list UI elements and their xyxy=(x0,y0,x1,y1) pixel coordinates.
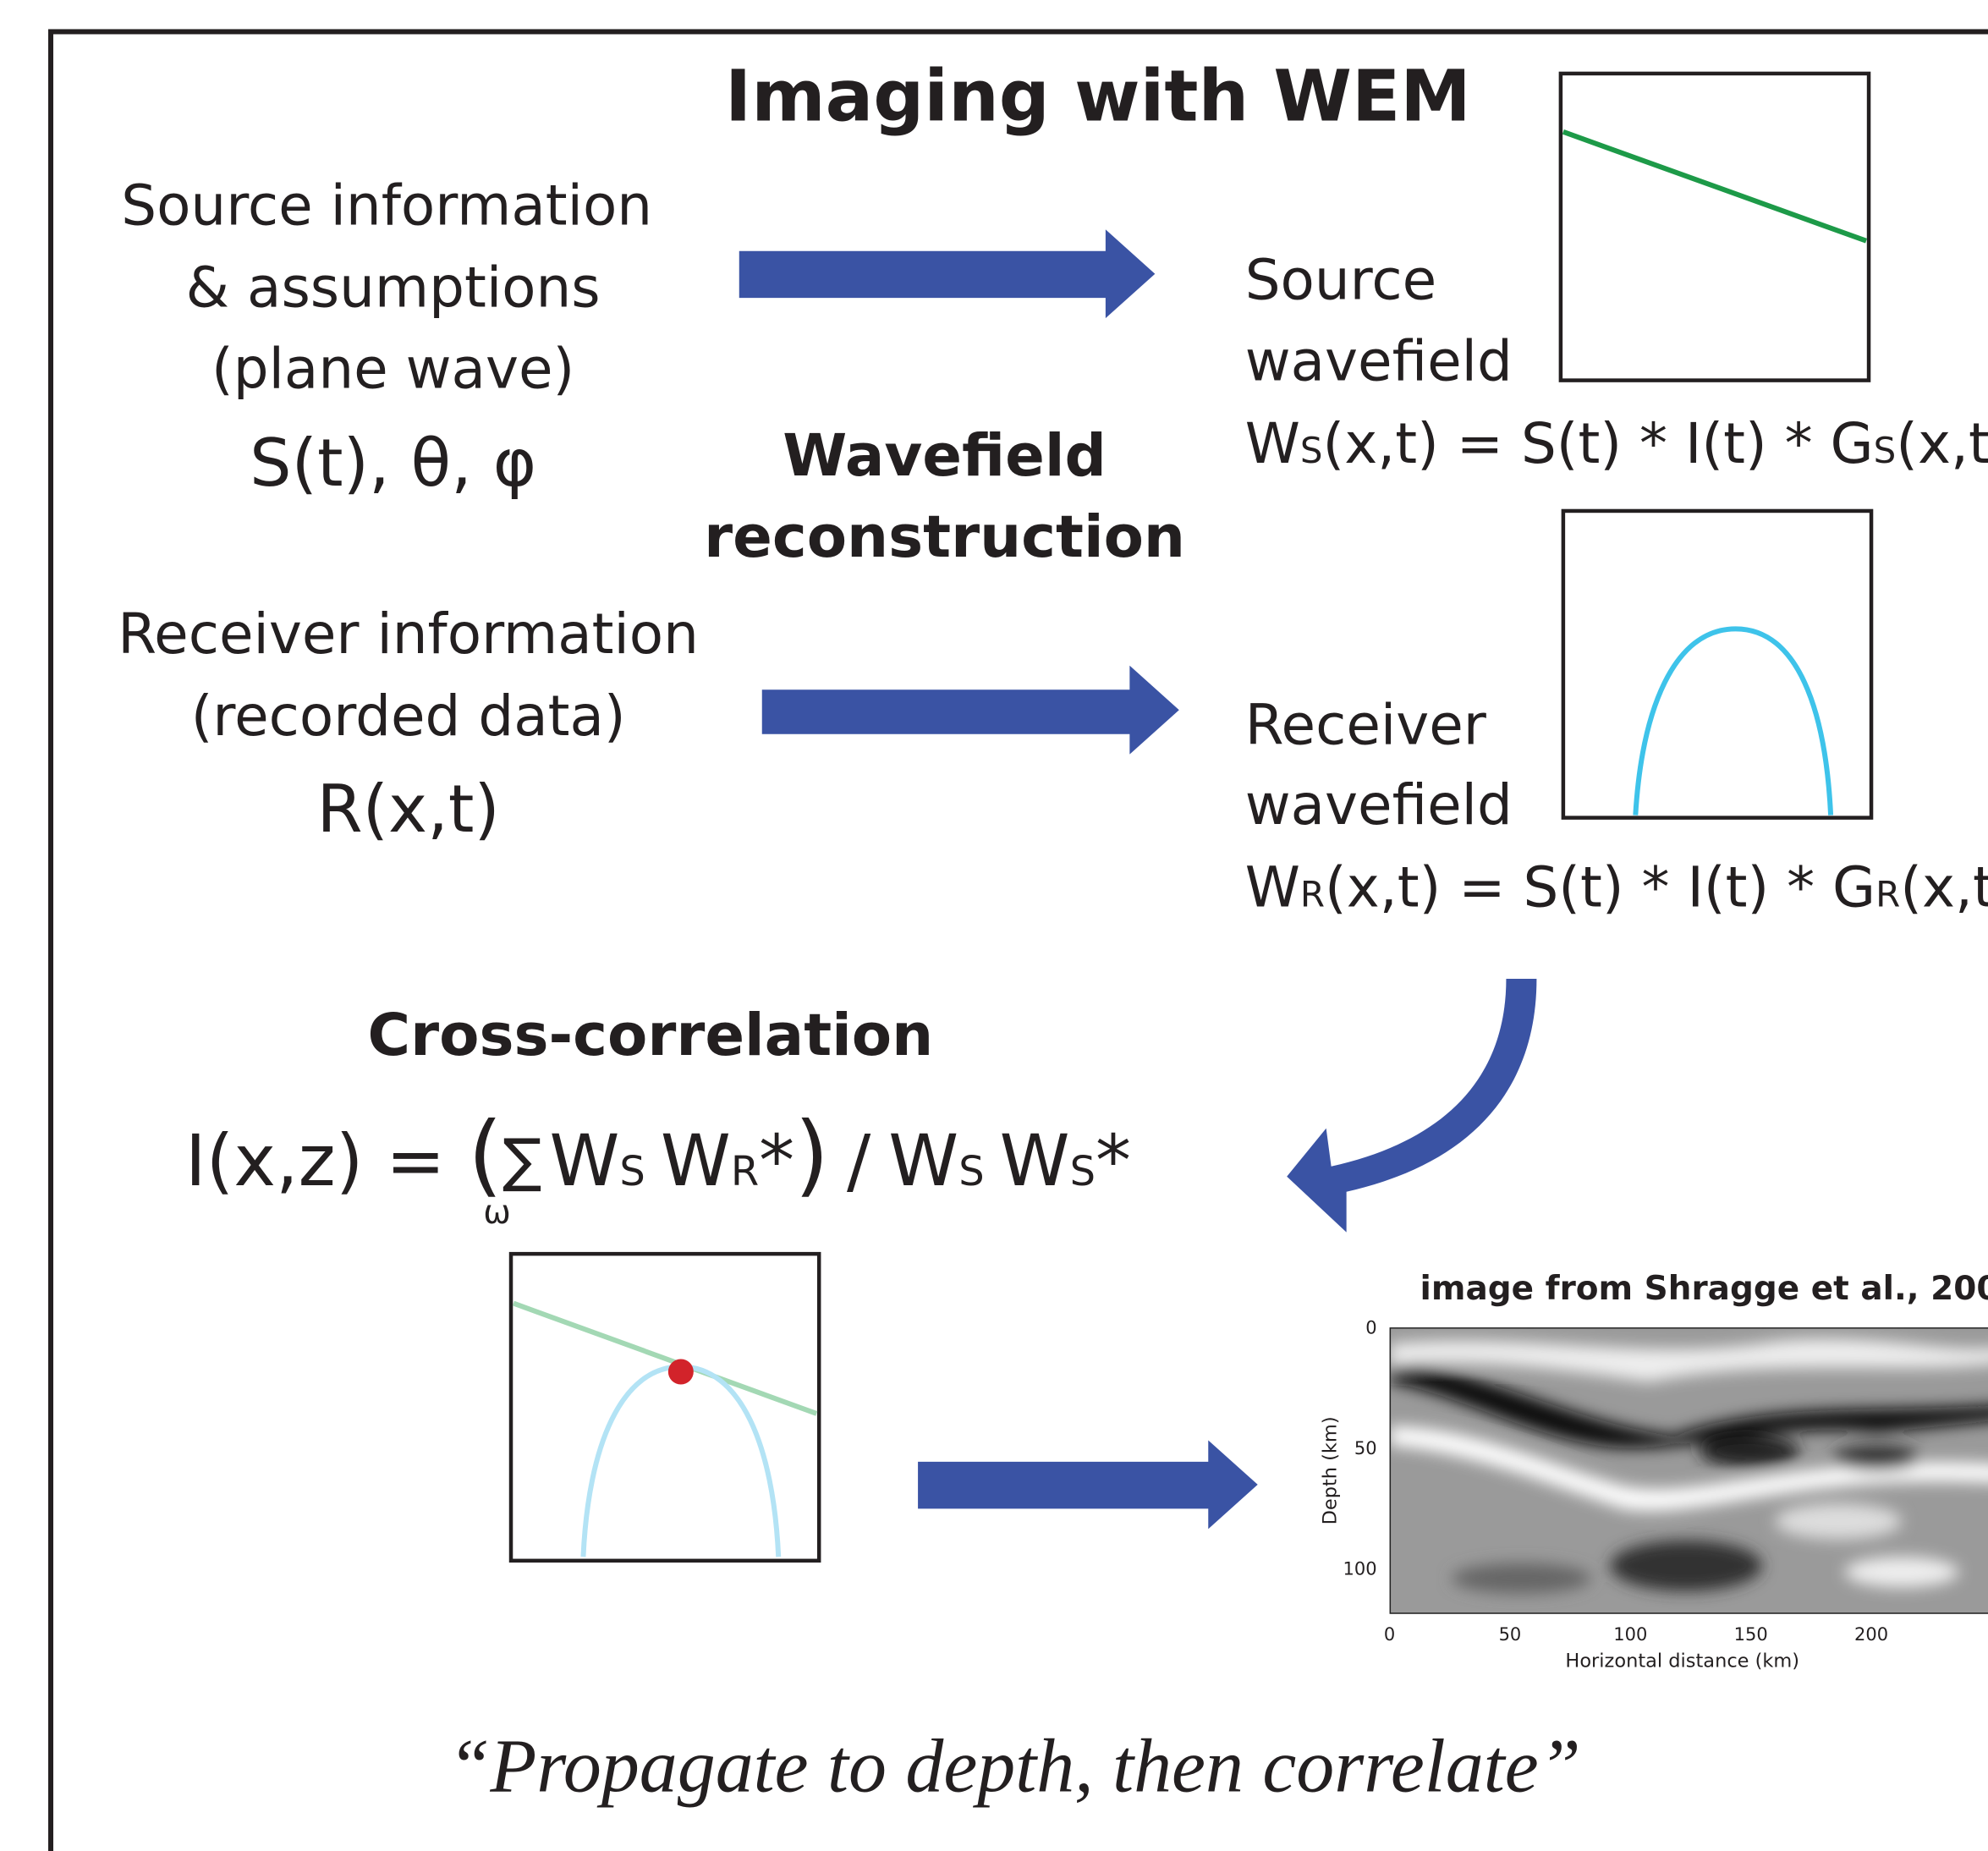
x-tick-label: 0 xyxy=(1384,1624,1395,1645)
diagram: Imaging with WEM Source information & as… xyxy=(0,0,1988,1851)
x-tick-label: 150 xyxy=(1734,1624,1768,1645)
reconstruction: Wavefield reconstruction xyxy=(704,422,1185,571)
arrow xyxy=(739,229,1156,318)
text: & assumptions xyxy=(186,255,601,321)
y-tick-label: 0 xyxy=(1365,1318,1376,1338)
image-point xyxy=(668,1359,694,1385)
x-tick-label: 200 xyxy=(1854,1624,1888,1645)
f-part: W xyxy=(661,1119,731,1202)
subscript: S xyxy=(1070,1148,1096,1195)
eq-part: (x,t) xyxy=(1900,855,1988,920)
text: reconstruction xyxy=(704,503,1185,571)
receiver-info: Receiver information (recorded data) R(x… xyxy=(118,601,699,848)
f-part: W xyxy=(549,1119,619,1202)
eq-part: (x,t) xyxy=(1896,411,1988,476)
y-tick-label: 100 xyxy=(1343,1558,1377,1579)
source-info: Source information & assumptions (plane … xyxy=(121,173,652,502)
subscript: S xyxy=(619,1148,645,1195)
f-part: ) xyxy=(794,1103,829,1206)
text: wavefield xyxy=(1245,329,1513,394)
f-part: ( xyxy=(468,1103,502,1206)
x-label: Horizontal distance (km) xyxy=(1565,1651,1799,1672)
y-tick-label: 50 xyxy=(1354,1438,1377,1458)
y-label: Depth (km) xyxy=(1320,1416,1342,1524)
arrow xyxy=(762,666,1179,755)
receiver-wavefield: Receiver wavefield WR(x,t) = S(t) * I(t)… xyxy=(1245,693,1988,920)
curved-arrow xyxy=(1287,979,1536,1233)
sum-index: ω xyxy=(483,1194,511,1232)
f-part: * xyxy=(1096,1119,1131,1202)
symbols: R(x,t) xyxy=(316,772,499,848)
text: Wavefield xyxy=(783,422,1107,490)
f-part: I(x,z) = xyxy=(185,1119,468,1202)
symbols: S(t), θ, φ xyxy=(250,426,536,502)
source-wavefield: Source wavefield WS(x,t) = S(t) * I(t) *… xyxy=(1245,248,1988,476)
f-part: * xyxy=(759,1119,794,1202)
text: (plane wave) xyxy=(211,337,574,402)
f-part: W xyxy=(888,1119,958,1202)
x-tick-label: 50 xyxy=(1499,1624,1522,1645)
quote: “Propagate to depth, then correlate” xyxy=(448,1725,1580,1809)
seismic-image xyxy=(1390,1327,1988,1614)
text: Receiver information xyxy=(118,601,699,667)
arrow xyxy=(918,1440,1258,1529)
subscript: R xyxy=(731,1148,759,1195)
subscript: R xyxy=(1300,874,1325,915)
cc-title: Cross-correlation xyxy=(368,1002,934,1069)
equation: WS(x,t) = S(t) * I(t) * GS(x,t) xyxy=(1245,411,1988,476)
plane-wave xyxy=(1563,132,1866,241)
eq-part: W xyxy=(1245,411,1300,476)
inset-title: image from Shragge et al., 2006 xyxy=(1420,1270,1988,1308)
f-part: ∑ xyxy=(502,1127,541,1195)
plane-wave xyxy=(513,1304,816,1414)
subscript: S xyxy=(958,1148,984,1195)
text: Receiver xyxy=(1245,693,1487,758)
f-part: / xyxy=(847,1119,871,1202)
text: (recorded data) xyxy=(191,684,626,749)
equation: WR(x,t) = S(t) * I(t) * GR(x,t) xyxy=(1245,855,1988,920)
text: Source xyxy=(1245,248,1436,313)
text: Source information xyxy=(121,173,652,238)
title: Imaging with WEM xyxy=(725,54,1471,137)
f-part: W xyxy=(1000,1119,1070,1202)
text: wavefield xyxy=(1245,772,1513,838)
x-tick-label: 100 xyxy=(1613,1624,1647,1645)
eq-part: (x,t) = S(t) * I(t) * G xyxy=(1325,855,1875,920)
receiver-curve xyxy=(583,1367,778,1557)
subscript: S xyxy=(1874,430,1897,471)
receiver-curve xyxy=(1635,629,1831,815)
eq-part: W xyxy=(1245,855,1300,920)
eq-part: (x,t) = S(t) * I(t) * G xyxy=(1323,411,1874,476)
subscript: R xyxy=(1875,874,1900,915)
subscript: S xyxy=(1300,430,1323,471)
